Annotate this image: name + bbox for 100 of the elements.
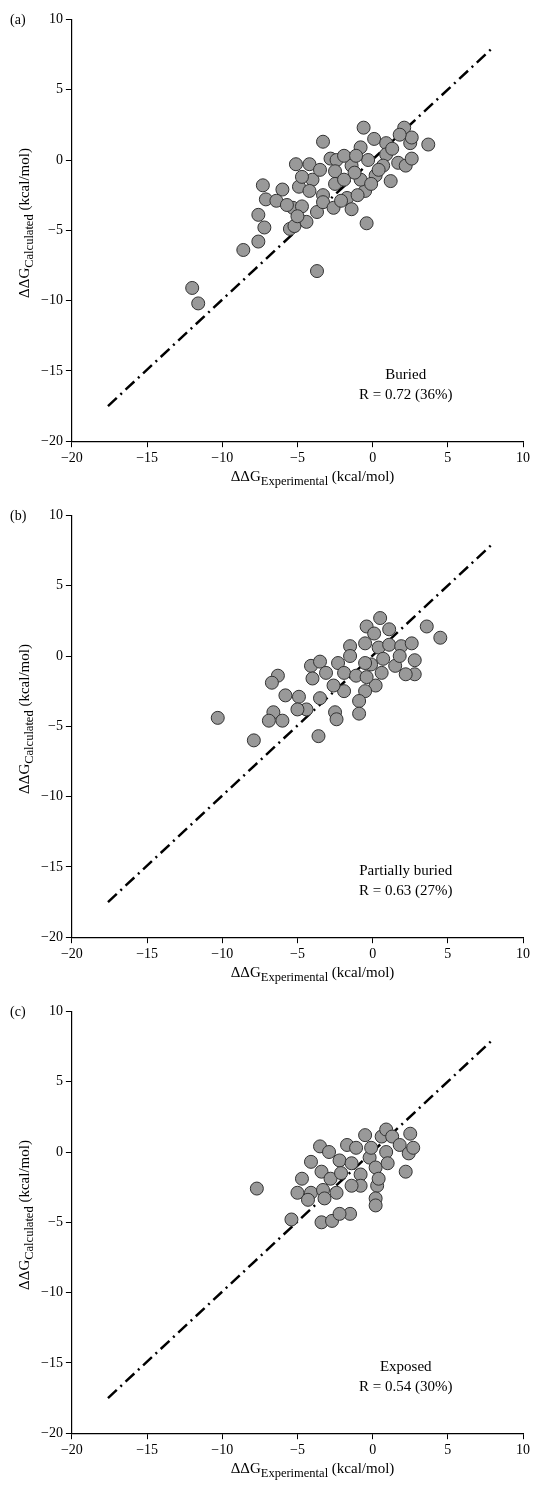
point <box>349 1140 364 1155</box>
point <box>382 622 397 637</box>
point <box>313 691 327 706</box>
y-tick-label: −15 <box>40 858 63 874</box>
point <box>305 671 320 686</box>
point <box>385 1129 400 1144</box>
x-axis-title: ΔΔG$_{Experimental}$ (kcal/mol) <box>229 964 396 985</box>
point <box>368 1198 383 1213</box>
point <box>323 1171 338 1186</box>
annotation: Exposed <box>379 1358 433 1375</box>
x-tick-label: 0 <box>369 946 377 962</box>
y-tick-label: 5 <box>55 577 63 593</box>
chart-title: (b) <box>10 508 27 525</box>
point <box>358 636 373 651</box>
x-tick-label: −5 <box>289 1442 305 1458</box>
point <box>367 626 382 641</box>
x-tick-label: −10 <box>211 946 234 962</box>
point <box>337 684 352 699</box>
y-tick-label: 10 <box>48 11 63 27</box>
point <box>382 637 397 652</box>
point <box>326 678 341 693</box>
point <box>392 1137 407 1152</box>
annotation: R = 0.63 (27%) <box>358 882 453 900</box>
x-tick-label: 5 <box>444 1442 452 1458</box>
point <box>374 665 389 680</box>
point <box>322 1145 337 1159</box>
x-tick-label: −5 <box>289 450 305 466</box>
point <box>210 710 225 725</box>
point <box>352 706 367 721</box>
x-axis-title: ΔΔG$_{Experimental}$ (kcal/mol) <box>229 468 396 489</box>
y-tick-label: −5 <box>47 1213 63 1229</box>
point <box>332 1153 347 1168</box>
y-tick-label: −5 <box>47 221 63 237</box>
chart-title: (c) <box>10 1004 26 1021</box>
point <box>290 1185 305 1200</box>
point <box>371 1171 386 1186</box>
point <box>314 1164 329 1179</box>
annotation: Partially buried <box>359 862 453 879</box>
point <box>364 1140 379 1155</box>
point <box>353 1167 368 1182</box>
x-tick-label: 10 <box>516 946 530 962</box>
y-tick-label: −20 <box>40 432 63 448</box>
point <box>337 665 352 680</box>
chart-title: (a) <box>10 12 26 29</box>
point <box>303 1154 318 1169</box>
point <box>344 1156 359 1171</box>
point <box>406 1140 421 1155</box>
y-tick-label: 0 <box>55 647 63 663</box>
y-tick-label: 5 <box>55 1073 63 1089</box>
y-tick-label: 0 <box>55 1143 63 1159</box>
point <box>398 1164 413 1179</box>
point <box>380 1156 395 1171</box>
y-tick-label: −20 <box>40 1424 63 1440</box>
x-tick-label: −15 <box>136 1442 159 1458</box>
point <box>311 729 326 744</box>
x-tick-label: 10 <box>516 450 530 466</box>
point <box>300 1192 315 1207</box>
x-tick-label: −15 <box>136 946 159 962</box>
y-tick-label: −10 <box>40 788 63 804</box>
annotation: Buried <box>385 366 427 383</box>
point <box>343 649 358 663</box>
point <box>261 713 276 728</box>
point <box>358 656 373 671</box>
y-tick-label: 0 <box>55 151 63 167</box>
x-axis-title: ΔΔG$_{Experimental}$ (kcal/mol) <box>229 1460 396 1481</box>
y-tick-label: 5 <box>55 81 63 97</box>
point <box>291 689 306 704</box>
point <box>275 713 290 728</box>
annotation: R = 0.72 (36%) <box>358 386 453 404</box>
x-tick-label: 5 <box>444 450 452 466</box>
point <box>358 684 373 699</box>
point <box>376 651 391 666</box>
point <box>246 733 261 748</box>
point <box>352 693 367 708</box>
point <box>368 1160 383 1175</box>
x-tick-label: −10 <box>211 1442 234 1458</box>
x-tick-label: −15 <box>136 450 159 466</box>
point <box>404 636 419 651</box>
y-tick-label: −5 <box>47 717 63 733</box>
point <box>319 665 334 680</box>
x-tick-label: 10 <box>516 1442 530 1458</box>
point <box>332 1206 347 1221</box>
annotation: R = 0.54 (30%) <box>358 1378 453 1396</box>
x-tick-label: 0 <box>369 1442 377 1458</box>
point <box>278 688 293 703</box>
point <box>284 1212 299 1227</box>
point <box>294 1171 309 1186</box>
point <box>403 1126 418 1141</box>
y-tick-label: −15 <box>40 1354 63 1370</box>
point <box>419 619 434 634</box>
y-tick-label: 10 <box>48 1003 63 1019</box>
point <box>433 630 448 645</box>
point <box>407 653 422 668</box>
point <box>344 1178 359 1193</box>
y-tick-label: 10 <box>48 507 63 523</box>
point <box>249 1181 264 1196</box>
y-tick-label: −10 <box>40 1284 63 1300</box>
y-tick-label: −20 <box>40 928 63 944</box>
point <box>264 675 279 690</box>
point <box>358 1128 373 1143</box>
